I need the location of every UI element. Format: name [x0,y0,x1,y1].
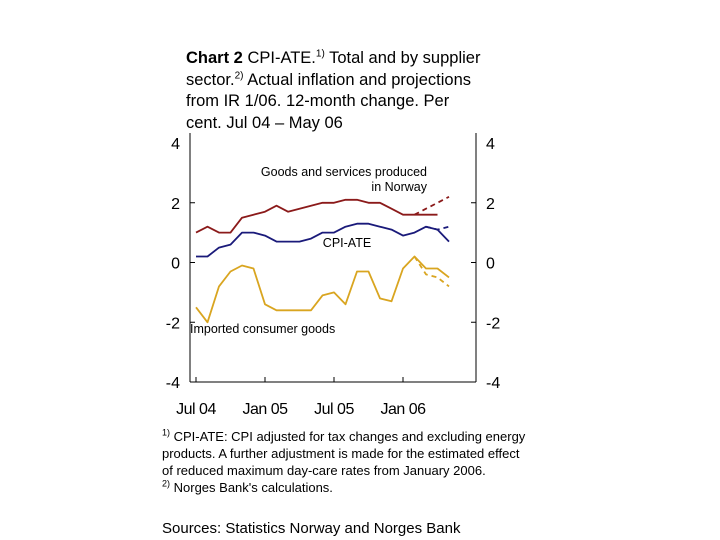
sources-note: Sources: Statistics Norway and Norges Ba… [162,520,461,537]
series-label-cpi-ate: CPI-ATE [323,236,371,250]
y-tick-label-right: -2 [486,315,500,332]
title-text-1: CPI-ATE. [242,49,316,67]
series-label-goods-services-norway: Goods and services produced in Norway [261,165,428,194]
y-tick-label-left: 4 [171,136,180,153]
series-label-imported-goods: Imported consumer goods [190,322,335,336]
y-tick-label-left: -2 [166,315,180,332]
projection-imported-goods [413,256,450,288]
footnote-1: CPI-ATE: CPI adjusted for tax changes an… [162,429,526,478]
chart-number: Chart 2 [186,49,243,67]
projection-cpi-ate [425,225,450,231]
y-tick-label-right: 2 [486,196,495,213]
footnote-mark-2: 2) [162,478,171,489]
chart-area: 4 2 0 -2 -4 4 2 0 -2 -4 Jul 04 Jan 05 Jul 05 Jan 06… [166,133,500,418]
line-cpi-ate [196,222,450,258]
title-footnote-mark-2: 2) [234,70,244,81]
chart-title: Chart 2 CPI-ATE.1) Total and by supplier… [186,48,486,134]
title-text-3: Actual inflation and projections from IR… [186,70,471,132]
x-tick-label: Jul 05 [314,401,354,418]
y-tick-label-right: 4 [486,136,495,153]
projection-goods-services-norway [414,196,450,216]
y-tick-label-right: 0 [486,256,495,273]
series-label-line-2: in Norway [371,180,427,194]
line-imported-goods [195,255,450,324]
line-goods-services-norway [195,198,438,234]
title-footnote-mark-1: 1) [315,48,325,60]
x-tick-label: Jan 05 [242,401,288,418]
y-tick-label-right: -4 [486,375,500,392]
title-text-2: Total and by supplier sector. [186,49,481,89]
footnotes: 1) CPI-ATE: CPI adjusted for tax changes… [162,428,532,496]
x-tick-label: Jan 06 [380,401,426,418]
y-tick-label-left: 2 [171,196,180,213]
footnote-mark-1: 1) [162,427,171,438]
series-label-line-1: Goods and services produced [261,165,427,179]
footnote-2: Norges Bank's calculations. [170,480,333,495]
y-tick-label-left: 0 [171,256,180,273]
x-tick-label: Jul 04 [176,401,216,418]
y-tick-label-left: -4 [166,375,180,392]
